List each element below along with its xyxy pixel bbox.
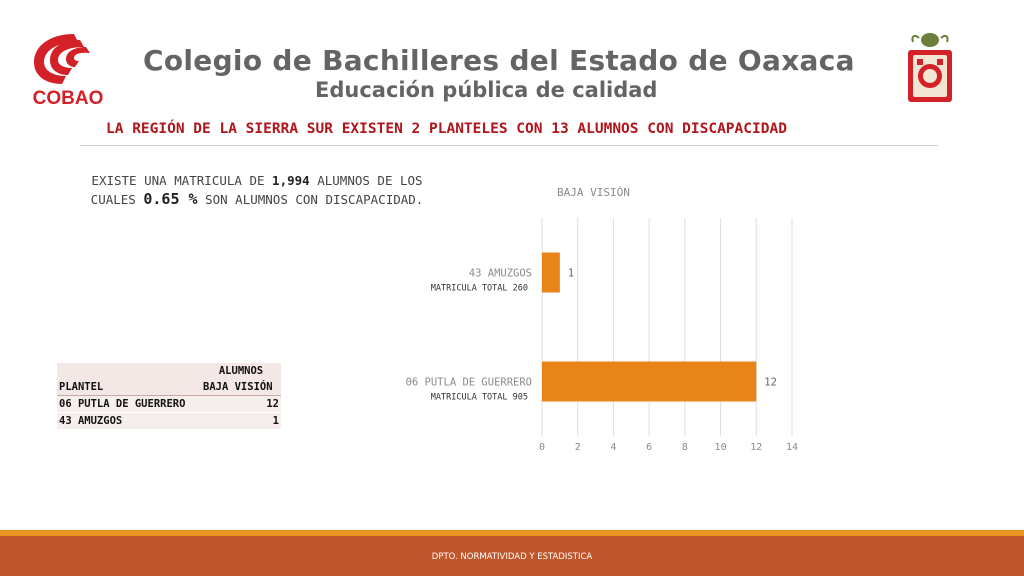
table-row: 06 PUTLA DE GUERRERO 12: [57, 395, 281, 413]
chart-tick-label: 0: [539, 442, 545, 453]
chart-tick-label: 10: [715, 442, 727, 453]
summary-percent: 0.65 %: [143, 190, 198, 208]
divider: [80, 145, 938, 146]
table-cell-value: 12: [201, 395, 281, 413]
summary-total: 1,994: [272, 173, 310, 188]
table-cell-plantel: 06 PUTLA DE GUERRERO: [57, 395, 201, 413]
table-col-baja-vision: BAJA VISIÓN: [201, 379, 281, 396]
data-table: ALUMNOS PLANTEL BAJA VISIÓN 06 PUTLA DE …: [57, 363, 281, 430]
summary-text-2: ALUMNOS DE LOS CUALES: [90, 173, 423, 207]
bar-chart: BAJA VISIÓN 0 2 4 6 8 10 12 14 43 AMUZGOS MATRICUL…: [406, 186, 798, 453]
oaxaca-coat-of-arms-icon: [908, 33, 952, 102]
table-header-row: ALUMNOS: [57, 363, 281, 379]
chart-sublabel: MATRICULA TOTAL 905: [431, 393, 528, 403]
footer-stripe: [0, 530, 1024, 536]
table-col-plantel: PLANTEL: [57, 379, 201, 396]
summary-paragraph: EXISTE UNA MATRICULA DE 1,994 ALUMNOS DE…: [78, 171, 436, 209]
summary-text-1: EXISTE UNA MATRICULA DE: [91, 173, 273, 188]
table-cell-plantel: 43 AMUZGOS: [57, 412, 201, 430]
footer-bar: [0, 536, 1024, 576]
headline: LA REGIÓN DE LA SIERRA SUR EXISTEN 2 PLA…: [106, 121, 787, 137]
chart-tick-label: 12: [750, 442, 762, 453]
chart-tick-label: 2: [575, 442, 581, 453]
chart-category-label: 06 PUTLA DE GUERRERO: [406, 377, 532, 389]
footer-text: DPTO. NORMATIVIDAD Y ESTADISTICA: [431, 552, 593, 562]
page-subtitle: Educación pública de calidad: [315, 78, 658, 102]
chart-title: BAJA VISIÓN: [557, 186, 630, 199]
table-header-row: PLANTEL BAJA VISIÓN: [57, 379, 281, 396]
cobao-logo: COBAO: [33, 34, 104, 108]
chart-sublabel: MATRICULA TOTAL 260: [431, 284, 528, 294]
chart-data-label: 1: [568, 268, 574, 280]
page-title: Colegio de Bachilleres del Estado de Oax…: [143, 44, 855, 77]
summary-text-3: SON ALUMNOS CON DISCAPACIDAD.: [197, 192, 424, 207]
chart-tick-label: 8: [682, 442, 688, 453]
table-cell-value: 1: [201, 412, 281, 430]
chart-tick-label: 4: [610, 442, 616, 453]
cobao-logo-mark-icon: [34, 34, 90, 84]
logo-text: COBAO: [33, 88, 104, 108]
chart-bar: [542, 252, 560, 293]
chart-bar: [542, 361, 757, 402]
chart-tick-label: 14: [786, 442, 798, 453]
chart-data-label: 12: [764, 377, 777, 389]
table-header-top: ALUMNOS: [201, 363, 281, 379]
chart-tick-label: 6: [646, 442, 652, 453]
table-row: 43 AMUZGOS 1: [57, 412, 281, 430]
chart-category-label: 43 AMUZGOS: [469, 268, 532, 280]
